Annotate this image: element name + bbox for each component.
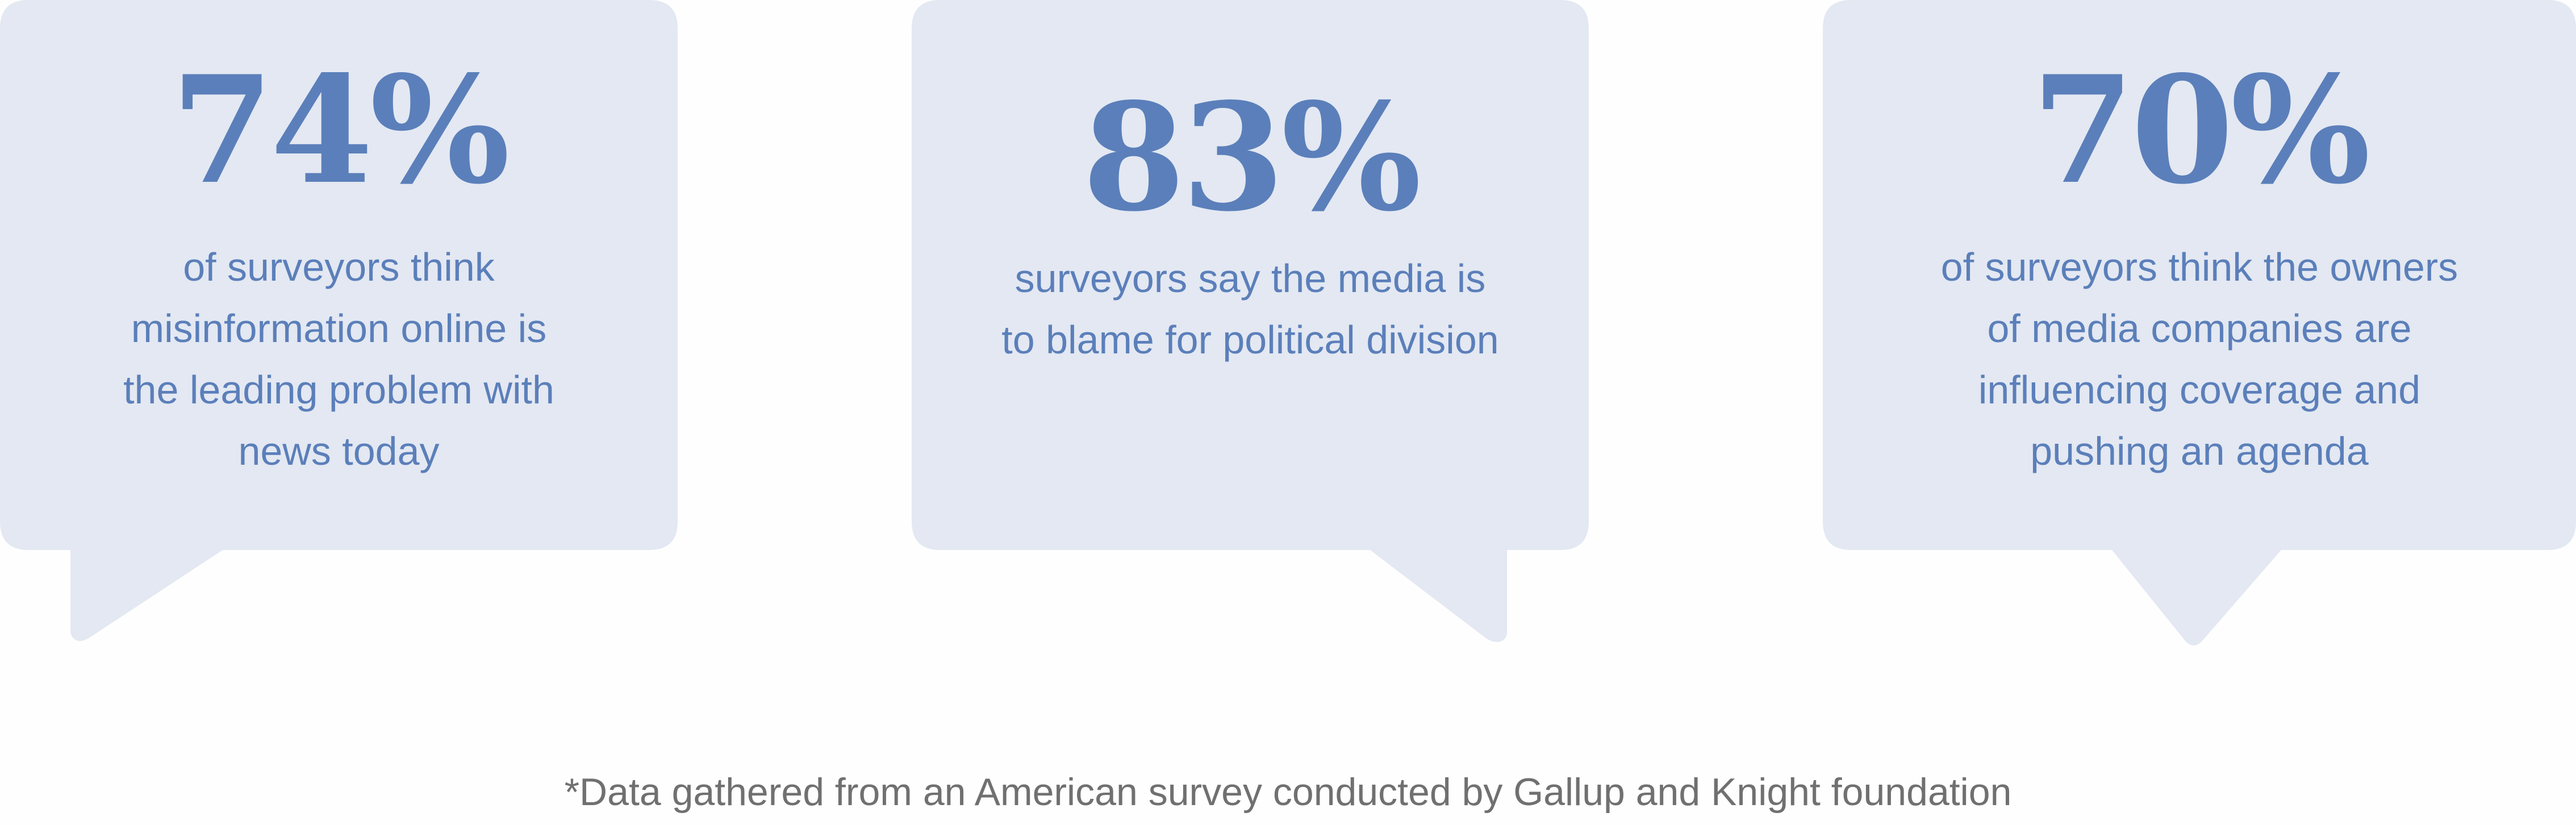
stat-2-percent: 83% (1082, 71, 1422, 244)
stat-1-line-4: news today (238, 429, 440, 473)
stat-1-line-3: the leading problem with (123, 368, 554, 412)
stat-3-line-4: pushing an agenda (2030, 429, 2369, 473)
stat-2-line-2: to blame for political division (1001, 318, 1499, 362)
stat-1-description: of surveyors think misinformation online… (0, 236, 678, 482)
stat-1-line-2: misinformation online is (131, 306, 547, 351)
stat-3-line-3: influencing coverage and (1978, 368, 2421, 412)
speech-bubble-3 (1823, 0, 2576, 645)
stat-3-line-1: of surveyors think the owners (1940, 245, 2458, 289)
stat-1-percent: 74% (171, 44, 510, 217)
stat-3-line-2: of media companies are (1987, 306, 2412, 351)
stat-1-line-1: of surveyors think (183, 245, 495, 289)
speech-bubble-1 (0, 0, 678, 641)
stat-2-description: surveyors say the media is to blame for … (912, 248, 1589, 370)
source-footnote: *Data gathered from an American survey c… (564, 770, 2012, 814)
stat-3-description: of surveyors think the owners of media c… (1823, 236, 2576, 482)
speech-bubble-2 (912, 0, 1589, 642)
stat-3-percent: 70% (2031, 44, 2371, 217)
stat-2-line-1: surveyors say the media is (1014, 256, 1486, 301)
